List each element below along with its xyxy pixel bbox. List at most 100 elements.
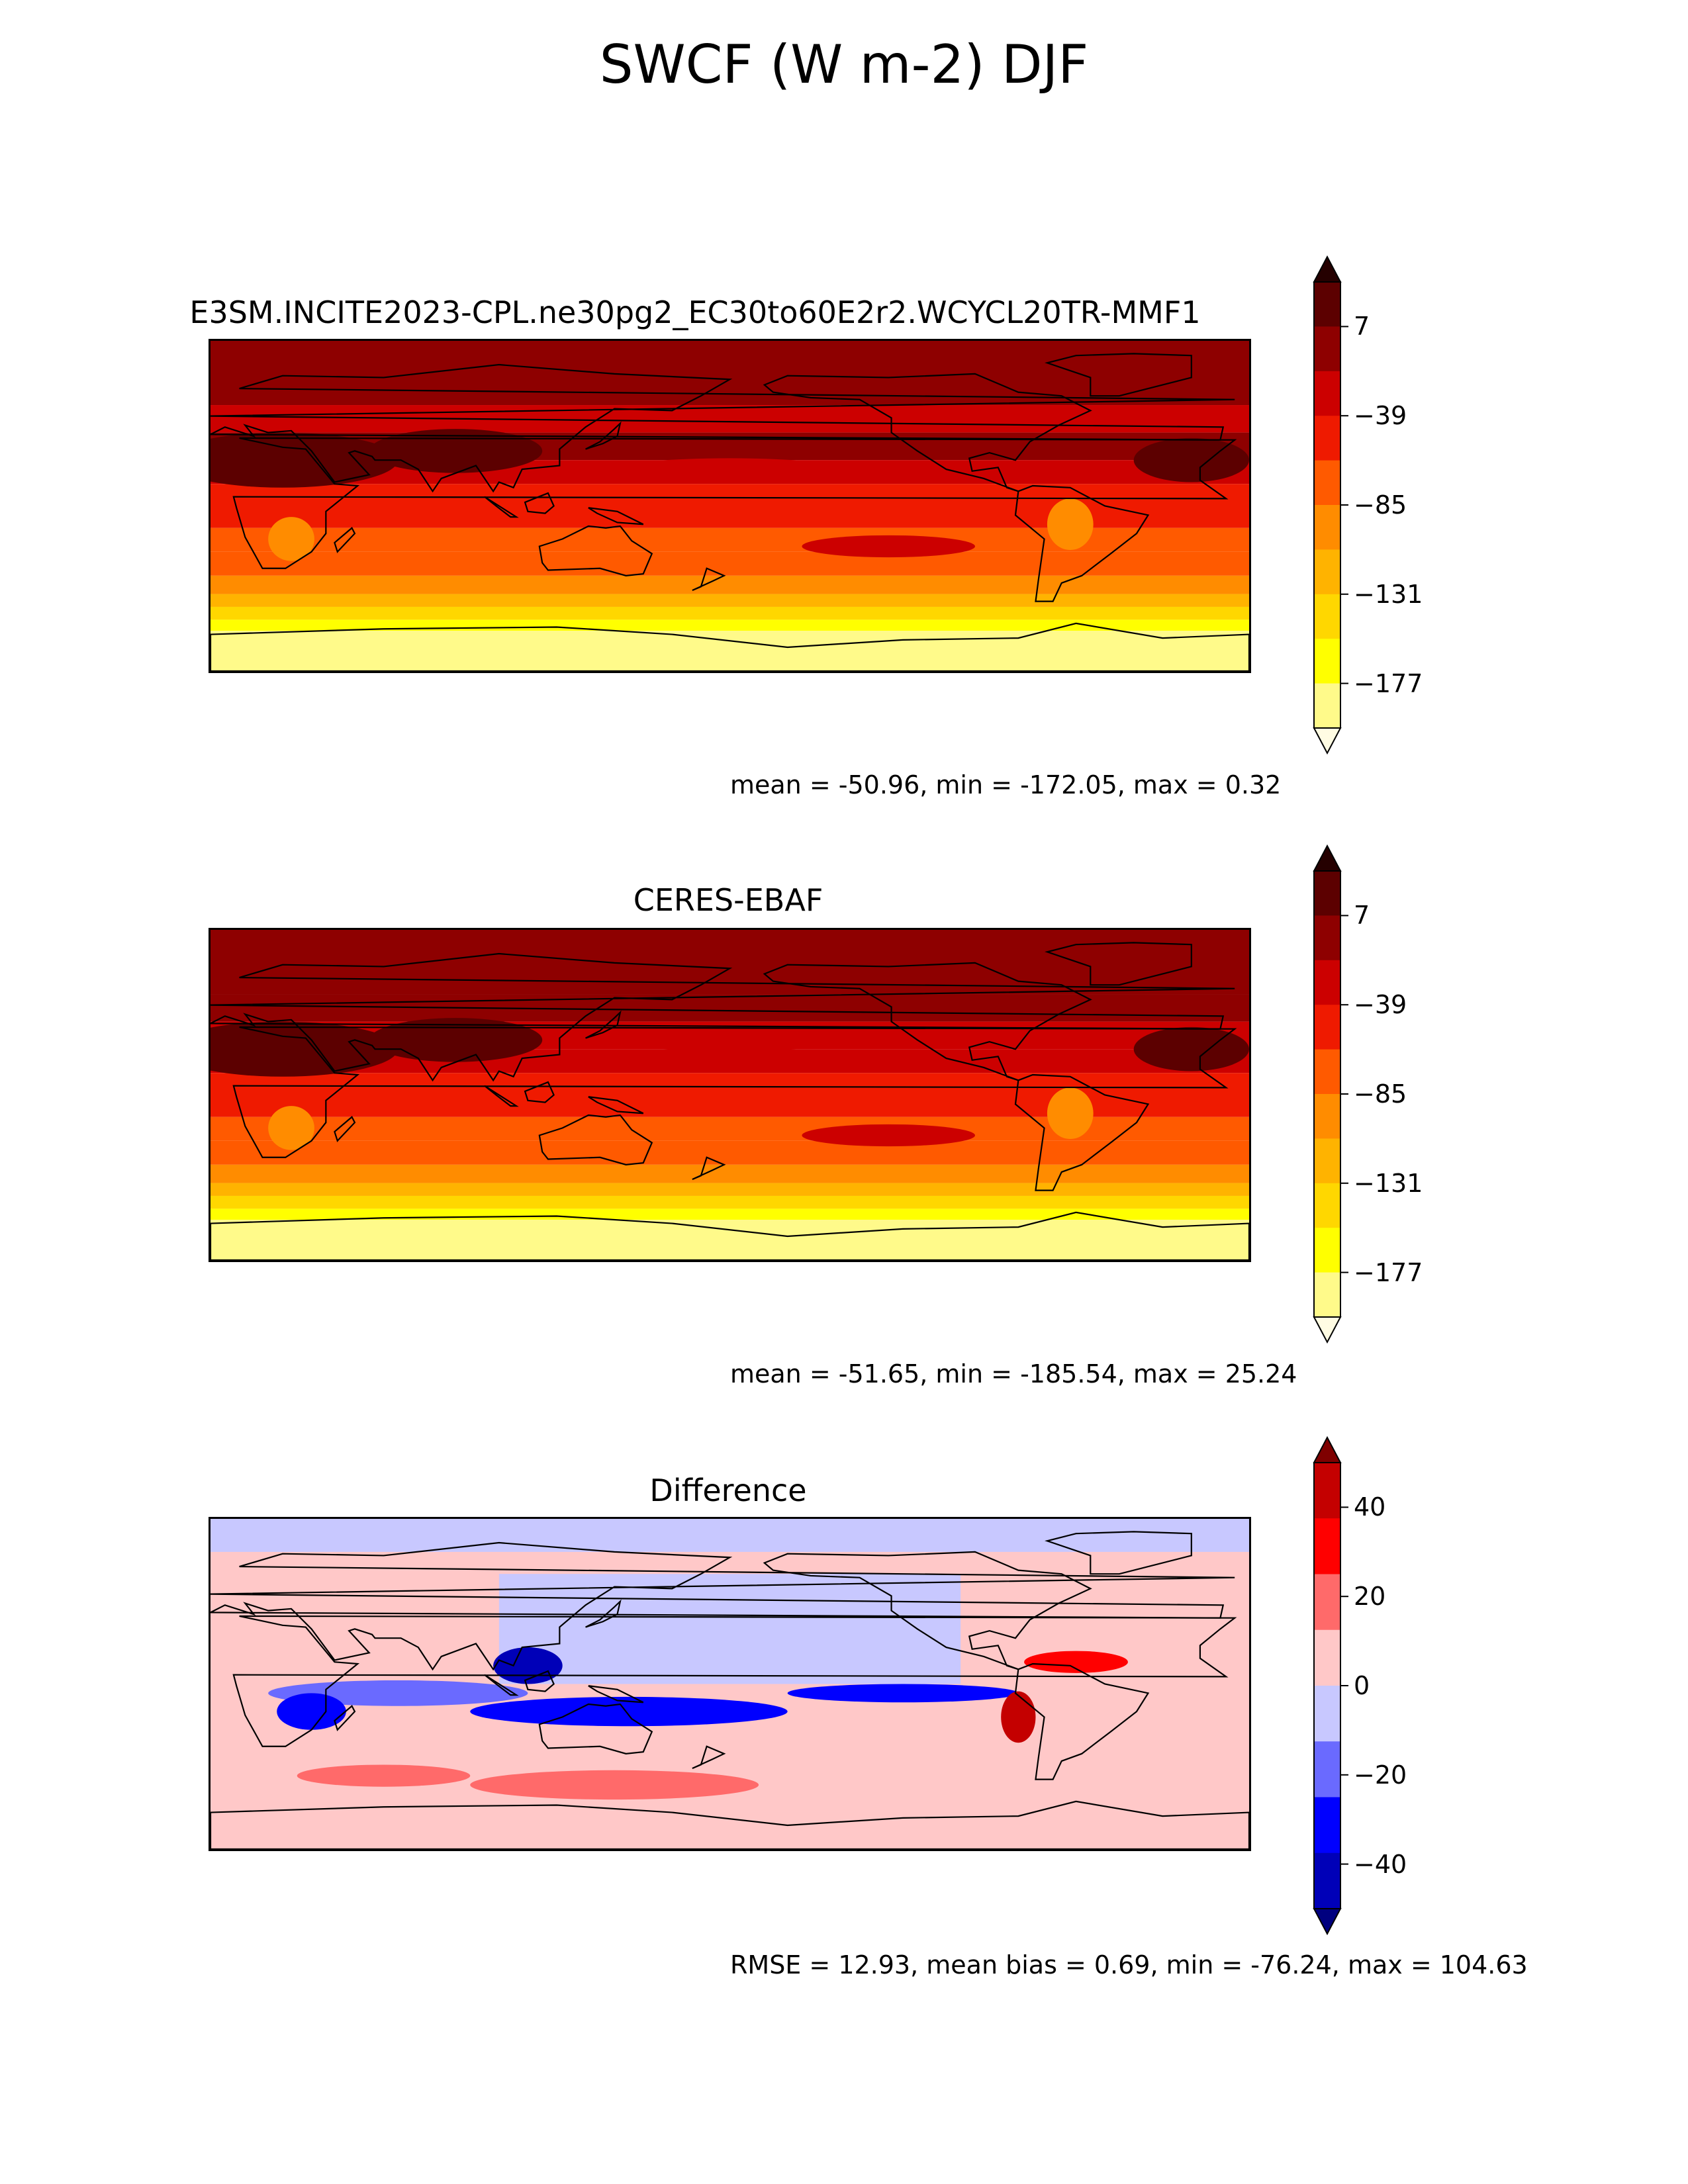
colorbar-level bbox=[1314, 282, 1340, 327]
colorbar-extend-max bbox=[1313, 1435, 1342, 1463]
colorbar-level bbox=[1314, 1138, 1340, 1184]
model-colorbar: 7 −39 −85 −131 −177 bbox=[1313, 255, 1423, 755]
colorbar-level bbox=[1314, 1272, 1340, 1318]
coastline bbox=[586, 424, 620, 449]
coastline bbox=[1015, 486, 1148, 602]
field-band bbox=[211, 606, 1249, 620]
colorbar-tick-label: −131 bbox=[1354, 1168, 1423, 1198]
coastline bbox=[1047, 942, 1192, 985]
coastline bbox=[234, 438, 1235, 569]
model-map-field bbox=[211, 341, 1249, 671]
colorbar-level bbox=[1314, 1518, 1340, 1574]
coastlines bbox=[211, 942, 1249, 1260]
colorbar-level bbox=[1314, 960, 1340, 1005]
field-band bbox=[498, 1574, 961, 1684]
coastline bbox=[539, 1115, 652, 1165]
obs-map bbox=[209, 928, 1251, 1262]
colorbar-level bbox=[1314, 1094, 1340, 1139]
field-feature bbox=[802, 535, 975, 558]
colorbar-level bbox=[1314, 594, 1340, 639]
obs-map-field bbox=[211, 930, 1249, 1260]
field-feature bbox=[1047, 1087, 1094, 1140]
colorbar-level bbox=[1314, 1574, 1340, 1631]
field-band bbox=[211, 1095, 1249, 1117]
coastline bbox=[1015, 1664, 1148, 1780]
field-feature bbox=[470, 1770, 759, 1800]
colorbar-level bbox=[1314, 871, 1340, 916]
colorbar-tick-label: −39 bbox=[1354, 401, 1407, 431]
colorbar-level bbox=[1314, 683, 1340, 729]
panel-title-model: E3SM.INCITE2023-CPL.ne30pg2_EC30to60E2r2… bbox=[189, 295, 1201, 330]
colorbar-level bbox=[1314, 1463, 1340, 1519]
field-band bbox=[211, 1116, 1249, 1141]
field-band bbox=[211, 551, 1249, 576]
colorbar-tick-label: 7 bbox=[1354, 901, 1370, 931]
colorbar-level bbox=[1314, 371, 1340, 416]
coastline bbox=[211, 954, 1235, 1080]
coastline bbox=[525, 1671, 554, 1691]
coastline bbox=[692, 1747, 724, 1768]
coastline bbox=[588, 508, 643, 524]
field-band bbox=[211, 1519, 1249, 1552]
coastline bbox=[765, 963, 1090, 1080]
coastline bbox=[334, 1117, 355, 1141]
coastline bbox=[588, 1686, 643, 1702]
coastline bbox=[334, 1706, 355, 1730]
colorbar-extend-max bbox=[1313, 255, 1342, 283]
field-feature bbox=[1024, 1651, 1128, 1673]
coastline bbox=[334, 528, 355, 552]
field-feature bbox=[1001, 1691, 1036, 1743]
field-band bbox=[211, 594, 1249, 607]
field-feature bbox=[268, 1106, 314, 1150]
coastline bbox=[1015, 1075, 1148, 1191]
field-band bbox=[211, 506, 1249, 528]
coastline bbox=[539, 526, 652, 576]
coastline bbox=[211, 1543, 1235, 1669]
coastline bbox=[586, 1602, 620, 1627]
field-feature bbox=[787, 1684, 1019, 1703]
colorbar-extend-min bbox=[1313, 1316, 1342, 1344]
field-feature bbox=[1133, 437, 1249, 482]
colorbar-level bbox=[1314, 1629, 1340, 1686]
colorbar-extend-min bbox=[1313, 1908, 1342, 1936]
colorbar-tick-label: −85 bbox=[1354, 1079, 1407, 1109]
field-band bbox=[211, 1220, 1249, 1260]
colorbar-tick-label: −177 bbox=[1354, 1257, 1423, 1287]
colorbar-level bbox=[1314, 1049, 1340, 1095]
field-band bbox=[211, 405, 1249, 433]
field-band bbox=[211, 1183, 1249, 1196]
colorbar-level bbox=[1314, 1852, 1340, 1909]
diff-stats: RMSE = 12.93, mean bias = 0.69, min = -7… bbox=[730, 1950, 1528, 1979]
coastline bbox=[485, 1675, 516, 1695]
colorbar-extend-max bbox=[1313, 844, 1342, 872]
colorbar-tick-label: 20 bbox=[1354, 1582, 1386, 1612]
colorbar-level bbox=[1314, 1797, 1340, 1854]
field-feature bbox=[211, 1021, 399, 1077]
colorbar-level bbox=[1314, 326, 1340, 372]
coastline bbox=[765, 1552, 1090, 1669]
colorbar-tick-label: 0 bbox=[1354, 1671, 1370, 1700]
coastline bbox=[211, 1801, 1249, 1849]
colorbar-tick-label: −177 bbox=[1354, 668, 1423, 698]
model-stats: mean = -50.96, min = -172.05, max = 0.32 bbox=[730, 770, 1282, 799]
coastline bbox=[211, 623, 1249, 671]
colorbar-tick-label: 7 bbox=[1354, 312, 1370, 341]
colorbar-level bbox=[1314, 1741, 1340, 1797]
coastline bbox=[539, 1704, 652, 1754]
coastline bbox=[485, 497, 516, 517]
colorbar-graphic bbox=[1313, 255, 1348, 755]
diff-map bbox=[209, 1517, 1251, 1851]
coastlines bbox=[211, 1531, 1249, 1849]
colorbar-level bbox=[1314, 1183, 1340, 1228]
field-band bbox=[211, 1073, 1249, 1095]
field-feature bbox=[614, 458, 845, 480]
colorbar-tick-label: −40 bbox=[1354, 1849, 1407, 1879]
coastline bbox=[211, 1212, 1249, 1260]
colorbar-tick-label: −131 bbox=[1354, 579, 1423, 609]
field-feature bbox=[470, 1696, 788, 1727]
colorbar-level bbox=[1314, 639, 1340, 684]
field-band bbox=[211, 575, 1249, 594]
field-band bbox=[211, 484, 1249, 506]
panel-title-diff: Difference bbox=[649, 1473, 807, 1508]
